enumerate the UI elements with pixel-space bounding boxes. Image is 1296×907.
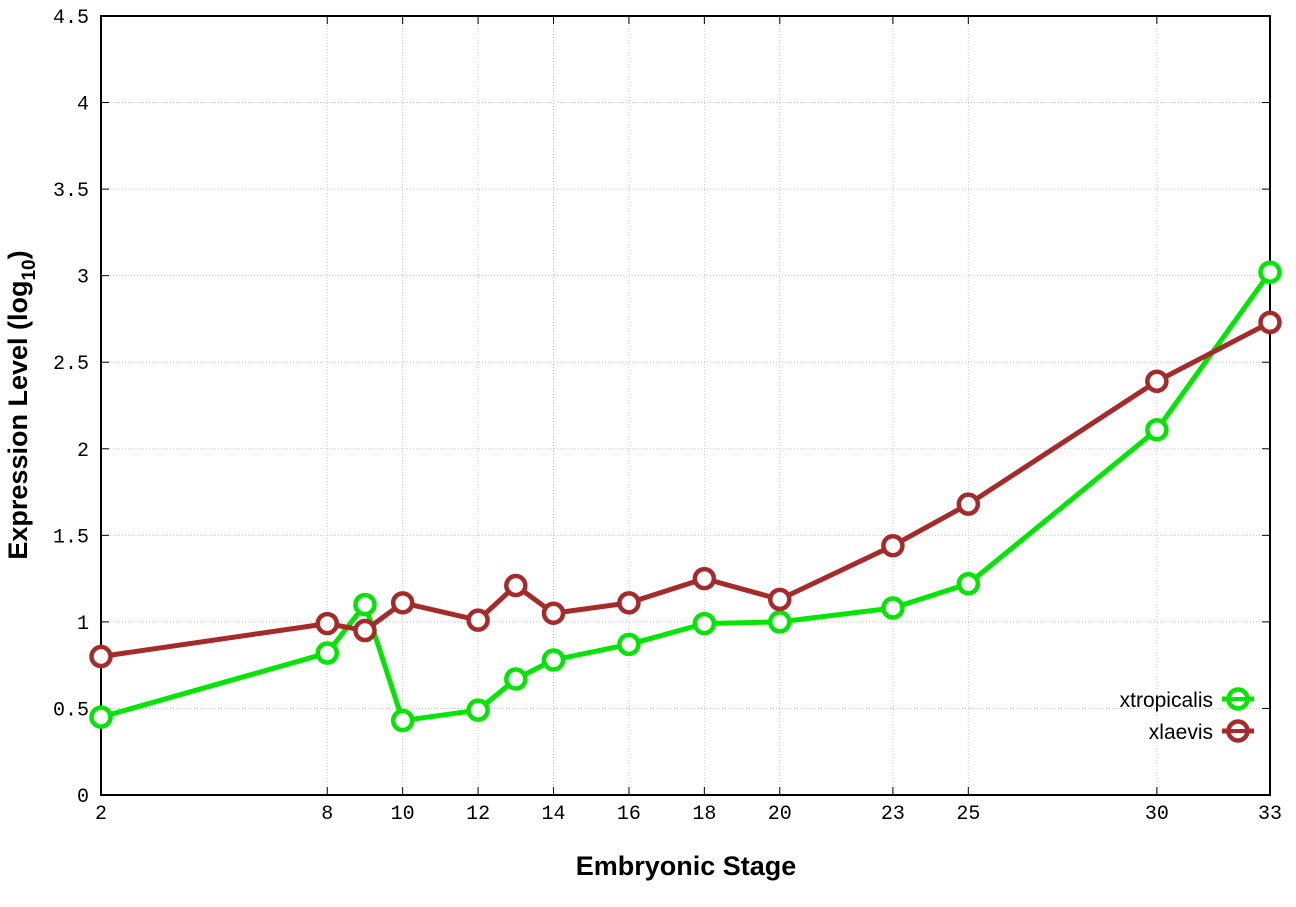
- x-tick-label: 23: [881, 803, 905, 826]
- data-point-xtropicalis: [466, 698, 490, 722]
- x-axis-label: Embryonic Stage: [576, 851, 797, 881]
- data-point-xlaevis: [1145, 369, 1169, 394]
- x-tick-label: 33: [1258, 803, 1282, 826]
- series-line-xlaevis: [100, 320, 1272, 659]
- y-axis-label-end: ): [3, 250, 33, 259]
- x-tick-label: 20: [768, 803, 792, 826]
- data-point-xlaevis: [390, 591, 415, 615]
- x-tick-label: 30: [1145, 803, 1169, 826]
- legend: xtropicalis xlaevis: [1120, 687, 1254, 744]
- data-point-xlaevis: [89, 644, 113, 669]
- series-xtropicalis: [89, 260, 1282, 733]
- grid: [101, 16, 1270, 795]
- data-point-xlaevis: [617, 591, 641, 615]
- data-point-xtropicalis: [315, 641, 340, 665]
- data-point-xlaevis: [504, 573, 528, 598]
- data-point-xtropicalis: [1258, 260, 1282, 284]
- data-point-xlaevis: [315, 611, 340, 636]
- x-tick-label: 25: [956, 803, 980, 826]
- y-tick-label: 2.5: [53, 353, 89, 376]
- data-point-xtropicalis: [617, 632, 641, 657]
- series-line-xtropicalis: [100, 270, 1273, 724]
- y-tick-label: 4.5: [53, 7, 89, 30]
- data-point-xtropicalis: [353, 592, 377, 617]
- data-point-xtropicalis: [541, 648, 566, 672]
- data-point-xtropicalis: [881, 596, 905, 620]
- y-axis-label: Expression Level (log10): [3, 250, 40, 559]
- data-point-xtropicalis: [692, 611, 717, 636]
- data-point-xtropicalis: [89, 705, 113, 729]
- x-tick-label: 16: [617, 803, 641, 826]
- ticks: 0 0.5 1 1.5 2 2.5 3 3.5 4 4.5 2 8 10 12 14 16 18 20 23 25 30…: [53, 7, 1282, 826]
- y-axis-label-sub: 10: [19, 259, 40, 280]
- legend-label-xlaevis: xlaevis: [1149, 721, 1213, 744]
- y-tick-label: 0: [77, 786, 89, 809]
- legend-label-xtropicalis: xtropicalis: [1120, 689, 1213, 712]
- data-point-xtropicalis: [956, 572, 981, 596]
- y-tick-label: 1.5: [53, 526, 89, 549]
- data-point-xlaevis: [956, 492, 981, 516]
- y-tick-label: 3: [77, 267, 89, 290]
- x-tick-label: 12: [466, 803, 490, 826]
- x-tick-label: 2: [95, 803, 107, 826]
- y-axis-label-main: Expression Level (log: [3, 281, 33, 560]
- data-point-xlaevis: [768, 587, 792, 612]
- x-tick-label: 8: [321, 803, 333, 826]
- plot-frame: [100, 15, 1271, 796]
- data-point-xlaevis: [1258, 310, 1282, 335]
- data-point-xlaevis: [692, 566, 717, 591]
- data-point-xlaevis: [881, 533, 905, 558]
- data-point-xtropicalis: [1145, 417, 1169, 442]
- data-point-xlaevis: [541, 601, 566, 625]
- data-point-xtropicalis: [768, 610, 792, 634]
- y-tick-label: 1: [77, 613, 89, 636]
- y-tick-label: 2: [77, 440, 89, 463]
- series-xlaevis: [89, 310, 1282, 669]
- y-tick-label: 3.5: [53, 180, 89, 203]
- x-tick-label: 14: [542, 803, 566, 826]
- y-tick-label: 4: [77, 94, 89, 117]
- x-tick-label: 18: [692, 803, 716, 826]
- data-point-xtropicalis: [390, 708, 415, 733]
- y-tick-label: 0.5: [53, 699, 89, 722]
- data-point-xlaevis: [466, 608, 490, 632]
- x-tick-label: 10: [391, 803, 415, 826]
- data-point-xtropicalis: [504, 667, 528, 691]
- series: [89, 260, 1282, 733]
- data-point-xlaevis: [353, 618, 377, 643]
